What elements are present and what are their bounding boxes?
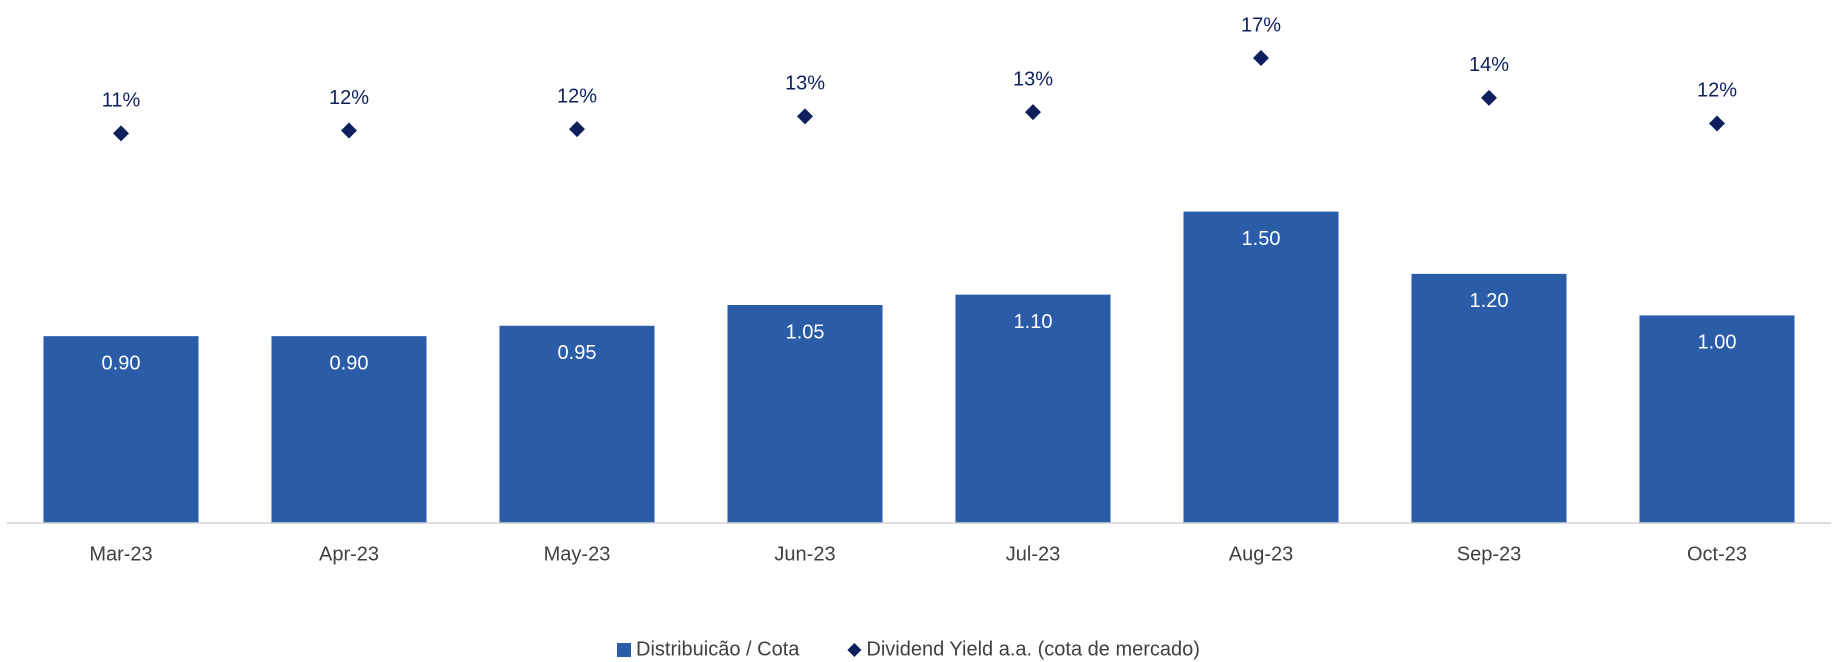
x-tick-label: Oct-23 [1687, 543, 1747, 565]
bar-value-label: 1.20 [1470, 290, 1509, 312]
legend-swatch [617, 643, 631, 657]
bar-value-label: 1.10 [1014, 311, 1053, 333]
marker-value-label: 12% [329, 87, 369, 109]
diamond-marker [1253, 50, 1269, 67]
marker-value-label: 13% [785, 73, 825, 95]
legend-swatch [847, 643, 862, 657]
bar-value-label: 0.95 [558, 342, 597, 364]
diamond-marker [569, 121, 585, 138]
diamond-marker [1709, 115, 1725, 132]
diamond-marker [1025, 104, 1041, 121]
diamond-marker [1481, 89, 1497, 106]
marker-value-label: 12% [557, 85, 597, 107]
bar [271, 336, 427, 523]
bar [1183, 211, 1339, 523]
marker-value-label: 13% [1013, 68, 1053, 90]
x-tick-label: Sep-23 [1457, 543, 1522, 565]
marker-value-label: 17% [1241, 14, 1281, 36]
bar [43, 336, 199, 523]
bar-value-label: 1.00 [1698, 332, 1737, 354]
bar-value-label: 1.05 [786, 321, 825, 343]
bar [727, 305, 883, 523]
bar [1639, 315, 1795, 523]
bar [499, 325, 655, 523]
marker-value-label: 11% [102, 90, 141, 112]
bar-value-label: 0.90 [102, 352, 141, 374]
bar [955, 294, 1111, 523]
bar-value-label: 1.50 [1242, 228, 1281, 250]
marker-value-label: 14% [1469, 54, 1509, 76]
diamond-marker [341, 122, 357, 139]
x-tick-label: Jun-23 [774, 543, 835, 565]
x-tick-label: Mar-23 [89, 543, 152, 565]
x-tick-label: May-23 [544, 543, 611, 565]
legend-label: Distribuicão / Cota [636, 638, 800, 660]
bar [1411, 273, 1567, 523]
bar-value-label: 0.90 [330, 352, 369, 374]
x-tick-label: Aug-23 [1229, 543, 1294, 565]
diamond-marker [113, 125, 129, 142]
x-tick-label: Apr-23 [319, 543, 379, 565]
x-tick-label: Jul-23 [1006, 543, 1060, 565]
diamond-marker [797, 108, 813, 125]
legend-label: Dividend Yield a.a. (cota de mercado) [866, 638, 1200, 660]
marker-value-label: 12% [1697, 80, 1737, 102]
